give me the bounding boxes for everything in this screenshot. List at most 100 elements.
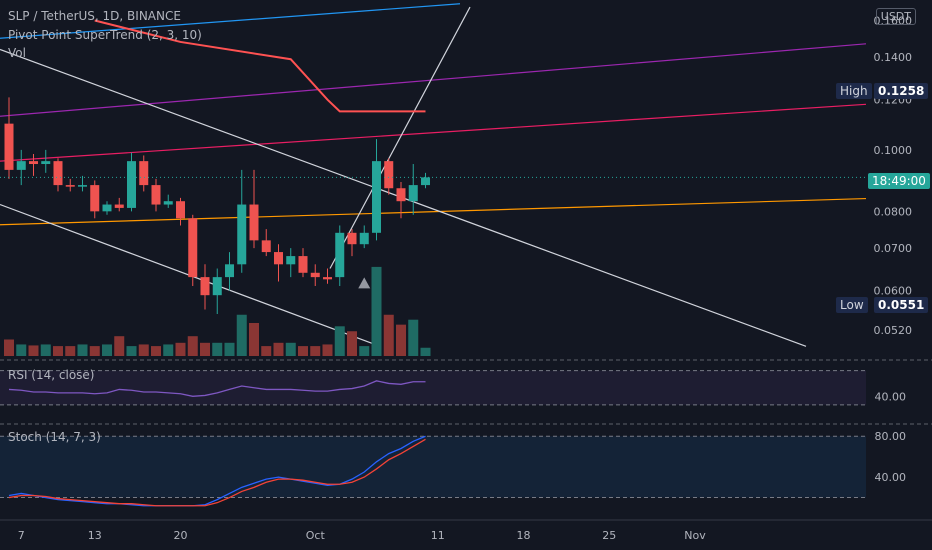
volume-bar	[16, 344, 27, 356]
low-value: 0.0551	[874, 297, 929, 313]
candle-body	[212, 277, 222, 296]
volume-bar	[408, 319, 419, 356]
candle-body	[139, 161, 149, 186]
time-axis-label: Oct	[306, 529, 326, 542]
time-axis-label: 20	[174, 529, 188, 542]
trendline-steep-up	[329, 6, 471, 269]
volume-bar	[151, 346, 161, 356]
price-axis-label: 0.0600	[874, 285, 913, 298]
volume-bar	[322, 344, 333, 356]
candle-body	[53, 161, 63, 186]
volume-legend[interactable]: Vol	[8, 46, 26, 60]
volume-bar	[298, 346, 308, 356]
candle-body	[323, 277, 332, 280]
volume-bar	[102, 344, 112, 356]
volume-bar	[236, 314, 247, 356]
time-axis-label: 18	[517, 529, 531, 542]
candle-body	[237, 204, 247, 265]
stoch-axis-label: 40.00	[875, 471, 907, 484]
volume-bar	[40, 344, 51, 356]
candle-body	[421, 177, 430, 186]
volume-bar	[114, 336, 125, 356]
currency-button[interactable]: USDT	[875, 8, 916, 25]
trendline-pink	[0, 103, 867, 162]
candle-body	[41, 161, 51, 165]
candle-body	[4, 123, 14, 170]
rsi-pane	[0, 370, 866, 406]
candle-body	[372, 161, 381, 233]
candle-body	[78, 185, 87, 187]
volume-bar	[396, 324, 406, 356]
candle-body	[396, 188, 406, 202]
time-axis-label: Nov	[684, 529, 706, 542]
stoch-title[interactable]: Stoch (14, 7, 3)	[8, 430, 101, 444]
rsi-line	[8, 380, 426, 397]
volume-bar	[359, 346, 370, 356]
price-axis-label: 0.1400	[874, 51, 913, 64]
volume-bar	[53, 346, 63, 356]
stoch-d-line	[8, 438, 426, 507]
time-axis-label: 7	[18, 529, 25, 542]
axes: 0.16000.14000.12000.10000.08000.07000.06…	[0, 14, 932, 542]
price-axis-label: 0.0700	[874, 242, 913, 255]
rsi-axis-label: 40.00	[875, 390, 907, 403]
candle-body	[310, 272, 320, 278]
time-axis-label: 13	[88, 529, 102, 542]
candle-body	[286, 256, 296, 265]
symbol-legend[interactable]: SLP / TetherUS, 1D, BINANCE	[8, 9, 181, 23]
candle-body	[127, 161, 136, 208]
main-pane	[0, 3, 867, 356]
buy-signal-marker	[358, 277, 371, 289]
candle-body	[298, 256, 308, 273]
volume-bar	[4, 339, 14, 356]
volume-bar	[77, 344, 88, 356]
supertrend-legend[interactable]: Pivot Point SuperTrend (2, 3, 10)	[8, 28, 202, 42]
candle-body	[90, 185, 100, 212]
candle-body	[249, 204, 259, 241]
volume-bar	[126, 346, 137, 356]
candle-body	[274, 252, 283, 265]
candle-body	[384, 161, 394, 189]
volume-bar	[212, 342, 223, 356]
time-axis-label: 11	[431, 529, 445, 542]
candle-body	[102, 204, 112, 212]
volume-bar	[138, 344, 149, 356]
volume-bar	[371, 266, 382, 356]
volume-bar	[334, 326, 345, 356]
volume-bar	[347, 331, 357, 356]
volume-bar	[175, 342, 186, 356]
candle-body	[163, 201, 173, 205]
candle-body	[408, 185, 418, 202]
low-label: Low	[836, 297, 868, 313]
volume-bar	[383, 314, 394, 356]
volume-bar	[65, 346, 76, 356]
candle-body	[225, 264, 234, 278]
candle-body	[261, 240, 271, 253]
volume-bar	[285, 342, 296, 356]
stoch-pane	[0, 435, 866, 507]
candle-body	[29, 161, 38, 165]
candle-body	[188, 218, 198, 278]
candle-body	[359, 232, 369, 245]
volume-bar	[261, 346, 272, 356]
candle-body	[200, 277, 210, 296]
candle-body	[114, 204, 124, 208]
price-axis-label: 0.0800	[874, 205, 913, 218]
trendline-cyan	[0, 3, 461, 39]
supertrend-line	[94, 19, 426, 113]
price-axis-label: 0.0520	[874, 324, 913, 337]
stoch-band	[0, 436, 866, 498]
countdown-tag: 18:49:00	[868, 173, 930, 189]
high-value: 0.1258	[874, 83, 929, 99]
volume-bar	[28, 345, 39, 356]
rsi-band	[0, 370, 866, 405]
candle-body	[151, 185, 161, 205]
volume-bar	[249, 323, 259, 356]
volume-bar	[89, 346, 100, 356]
rsi-title[interactable]: RSI (14, close)	[8, 368, 95, 382]
candle-body	[176, 201, 185, 219]
candle-body	[65, 185, 75, 187]
volume-bar	[163, 344, 174, 356]
high-label: High	[836, 83, 872, 99]
